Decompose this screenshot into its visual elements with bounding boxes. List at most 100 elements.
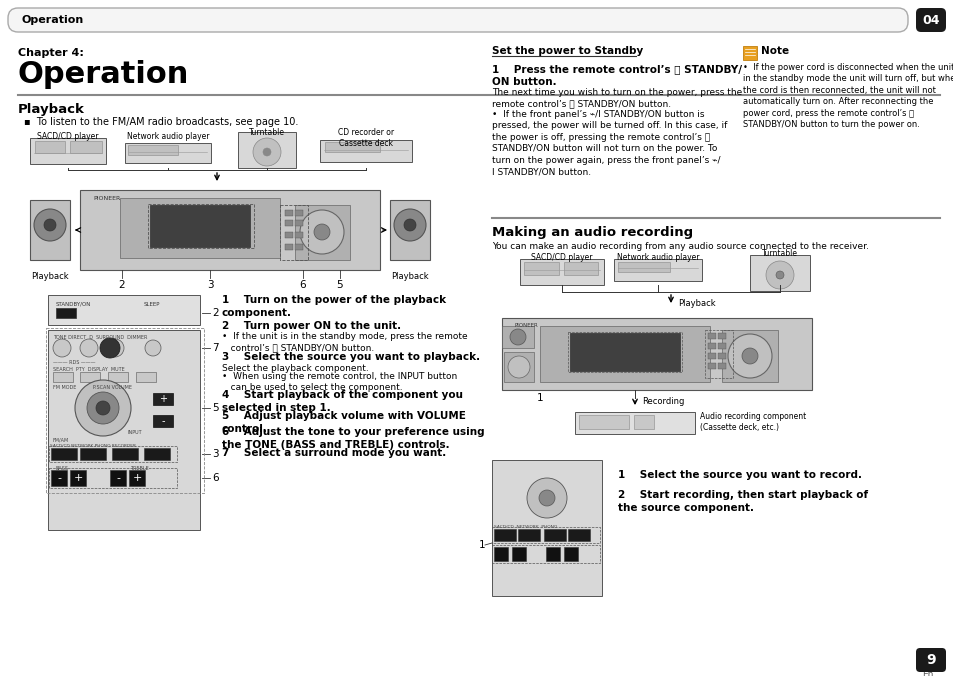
Circle shape [510,329,525,345]
Bar [148,204,253,248]
Bar [718,353,725,359]
Bar [48,330,200,530]
Bar [512,547,525,561]
Text: FM MODE           P.SCAN VOLUME: FM MODE P.SCAN VOLUME [53,385,132,390]
Text: 1: 1 [537,393,543,403]
Bar [150,205,250,247]
Text: 3: 3 [212,449,218,459]
Text: Audio recording component
(Cassette deck, etc.): Audio recording component (Cassette deck… [700,412,805,433]
Text: Note: Note [760,46,788,56]
Circle shape [44,219,56,231]
Circle shape [314,224,330,240]
Bar [51,448,77,460]
Bar [563,547,578,561]
Text: ▪  To listen to the FM/AM radio broadcasts, see page 10.: ▪ To listen to the FM/AM radio broadcast… [24,117,298,127]
Text: Select the playback component.: Select the playback component. [222,364,369,373]
Bar [80,190,379,270]
Circle shape [106,339,124,357]
Text: •  If the front panel’s ⌁/I STANDBY/ON button is
pressed, the power will be turn: • If the front panel’s ⌁/I STANDBY/ON bu… [492,110,726,176]
Bar [49,446,177,462]
Circle shape [526,478,566,518]
Bar [618,262,669,272]
Bar [718,343,725,349]
Text: SACD/CD player: SACD/CD player [531,253,592,262]
Text: SACD/CD NETWORK PHONO RECORDER: SACD/CD NETWORK PHONO RECORDER [50,444,136,448]
Text: En: En [922,670,933,676]
Bar [501,326,534,348]
Bar [237,132,295,168]
Bar [125,143,211,163]
Text: •  When using the remote control, the INPUT button
   can be used to select the : • When using the remote control, the INP… [222,372,456,393]
Bar [545,547,559,561]
Text: 5: 5 [336,280,343,290]
Bar [30,138,106,164]
Bar [634,415,654,429]
Bar [742,46,757,60]
Circle shape [253,138,281,166]
Text: 5    Adjust playback volume with VOLUME
control.: 5 Adjust playback volume with VOLUME con… [222,411,465,434]
Bar [721,330,778,382]
Text: Making an audio recording: Making an audio recording [492,226,693,239]
Circle shape [507,356,530,378]
Text: ——— RDS ———: ——— RDS ——— [53,360,95,365]
Text: +: + [159,394,167,404]
Text: SEARCH  PTY  DISPLAY  MUTE: SEARCH PTY DISPLAY MUTE [53,367,125,372]
Text: TREBLE: TREBLE [130,466,149,471]
Text: +: + [73,473,83,483]
Text: 1    Turn on the power of the playback
component.: 1 Turn on the power of the playback comp… [222,295,446,318]
Bar [294,205,350,260]
Bar [567,332,681,372]
Text: Playback: Playback [678,299,715,308]
Circle shape [727,334,771,378]
Bar [523,262,558,275]
Text: 7: 7 [212,343,218,353]
Text: CD recorder or
Cassette deck: CD recorder or Cassette deck [337,128,394,149]
Text: -: - [161,416,165,426]
Bar [749,255,809,291]
Bar [492,545,599,563]
Bar [614,259,701,281]
Bar [80,448,106,460]
Circle shape [263,148,271,156]
Circle shape [403,219,416,231]
Text: INPUT: INPUT [128,430,143,435]
Bar [280,205,308,260]
Text: 4    Start playback of the component you
selected in step 1.: 4 Start playback of the component you se… [222,390,462,413]
Bar [294,232,303,238]
Bar [129,470,145,486]
Text: You can make an audio recording from any audio source connected to the receiver.: You can make an audio recording from any… [492,242,868,251]
Bar [51,470,67,486]
Text: Turntable: Turntable [249,128,285,137]
Circle shape [80,339,98,357]
FancyBboxPatch shape [915,648,945,672]
Text: 6: 6 [212,473,218,483]
Circle shape [87,392,119,424]
Circle shape [34,209,66,241]
Bar [285,232,293,238]
Text: 1: 1 [477,540,484,550]
Text: Operation: Operation [22,15,84,25]
Text: Turntable: Turntable [761,249,797,258]
Bar [294,210,303,216]
Bar [285,210,293,216]
Text: 2    Start recording, then start playback of
the source component.: 2 Start recording, then start playback o… [618,490,867,513]
Text: 2    Turn power ON to the unit.: 2 Turn power ON to the unit. [222,321,400,331]
Text: +: + [132,473,142,483]
Bar [136,372,156,382]
Bar [108,372,128,382]
Text: The next time you wish to turn on the power, press the
remote control’s ⏻ STANDB: The next time you wish to turn on the po… [492,88,741,108]
Bar [325,142,379,152]
Text: Chapter 4:: Chapter 4: [18,48,84,58]
Bar [539,326,709,382]
Text: TONE DIRECT  D  SURROUND  DIMMER: TONE DIRECT D SURROUND DIMMER [53,335,147,340]
Bar [492,527,599,543]
Text: 1    Select the source you want to record.: 1 Select the source you want to record. [618,470,862,480]
Circle shape [96,401,110,415]
Bar [70,470,86,486]
Text: Playback: Playback [31,272,69,281]
Text: FM/AM: FM/AM [53,437,70,442]
Bar [575,412,695,434]
FancyBboxPatch shape [8,8,907,32]
Circle shape [765,261,793,289]
Text: Network audio player: Network audio player [616,253,699,262]
